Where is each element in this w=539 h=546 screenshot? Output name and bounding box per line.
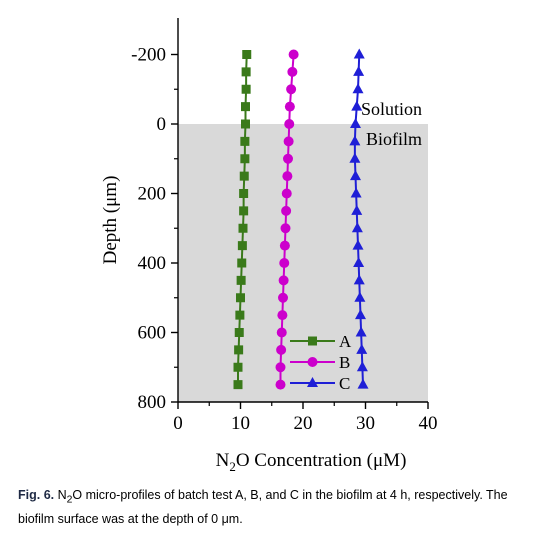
data-point [276, 327, 287, 338]
caption-subscript: 2 [66, 494, 73, 506]
data-point [351, 222, 363, 233]
data-point [280, 223, 291, 234]
data-point [234, 345, 244, 355]
data-point [234, 328, 244, 337]
data-point [240, 136, 250, 146]
legend-label: C [339, 374, 350, 393]
data-point [350, 187, 362, 198]
data-point [349, 152, 361, 163]
data-point [281, 205, 292, 216]
data-point [353, 274, 365, 285]
data-point [241, 119, 250, 129]
data-point [278, 275, 289, 286]
y-tick-label: 400 [138, 253, 167, 274]
data-point [355, 326, 367, 337]
data-point [238, 223, 248, 233]
x-tick-label: 0 [173, 413, 183, 434]
data-point [353, 257, 365, 267]
data-point [283, 136, 294, 147]
series-b [275, 49, 299, 390]
data-point [241, 84, 251, 94]
legend-marker [307, 357, 318, 367]
data-point [355, 309, 366, 320]
data-point [354, 291, 366, 302]
data-point [352, 83, 364, 94]
data-point [288, 49, 299, 60]
data-point [284, 101, 295, 112]
x-tick-label: 20 [294, 413, 313, 434]
data-point [275, 379, 286, 390]
y-tick-label: 200 [138, 184, 167, 205]
data-point [281, 188, 292, 199]
data-point [282, 171, 293, 182]
y-tick-label: 800 [138, 392, 167, 413]
figure-caption: Fig. 6. N2O micro-profiles of batch test… [18, 486, 526, 528]
data-point [356, 343, 368, 354]
data-point [350, 118, 361, 128]
data-point [239, 206, 249, 216]
data-point [286, 84, 297, 95]
data-point [279, 240, 290, 251]
x-tick-label: 10 [231, 413, 250, 434]
data-point [353, 48, 365, 59]
series-a [233, 50, 252, 390]
figure-label: Fig. 6. [18, 488, 55, 502]
y-axis-title: Depth (μm) [100, 176, 121, 265]
data-point [240, 154, 250, 164]
data-point [284, 119, 295, 129]
legend-marker [308, 336, 317, 346]
data-point [283, 153, 293, 164]
data-point [356, 361, 368, 372]
data-point [353, 65, 365, 76]
data-point [351, 100, 363, 111]
data-point [241, 102, 250, 112]
x-tick-label: 40 [419, 413, 438, 434]
data-point [237, 258, 247, 268]
caption-text-1: N [54, 488, 67, 502]
data-point [235, 310, 245, 320]
data-point [275, 362, 286, 373]
x-axis-title-part: N [216, 450, 230, 471]
y-tick-label: 600 [138, 323, 167, 344]
legend-label: A [339, 332, 352, 351]
legend: ABC [290, 332, 352, 393]
x-axis-title: N2O Concentration (μM) [216, 450, 407, 474]
data-point [350, 170, 361, 181]
data-point [351, 204, 363, 215]
x-tick-label: 30 [356, 413, 375, 434]
data-point [352, 239, 364, 250]
series-c [349, 48, 369, 389]
data-point [233, 362, 243, 372]
data-point [279, 258, 290, 268]
data-point [349, 135, 361, 146]
data-point [357, 378, 369, 389]
legend-label: B [339, 353, 350, 372]
caption-text-2: O micro-profiles of batch test A, B, and… [18, 488, 508, 526]
data-point [239, 171, 249, 181]
data-point [242, 50, 252, 59]
data-point [236, 275, 246, 285]
x-axis-title-subscript: 2 [229, 459, 236, 474]
data-point [276, 344, 287, 355]
biofilm-region [178, 124, 428, 402]
data-point [277, 310, 288, 321]
y-tick-label: -200 [131, 45, 166, 66]
data-point [239, 189, 249, 198]
chart: -200 0 200 400 600 800 0 10 20 30 40 Depth (μm) N2O … [100, 18, 438, 474]
data-point [233, 380, 243, 390]
data-point [237, 241, 247, 251]
data-point [236, 293, 245, 303]
data-point [278, 292, 288, 303]
y-tick-label: 0 [157, 114, 167, 135]
data-point [287, 66, 298, 77]
data-point [241, 67, 251, 77]
solution-label: Solution [361, 99, 422, 119]
legend-marker [307, 377, 318, 387]
biofilm-label: Biofilm [366, 129, 422, 149]
x-axis-title-part: O Concentration (μM) [236, 450, 407, 471]
